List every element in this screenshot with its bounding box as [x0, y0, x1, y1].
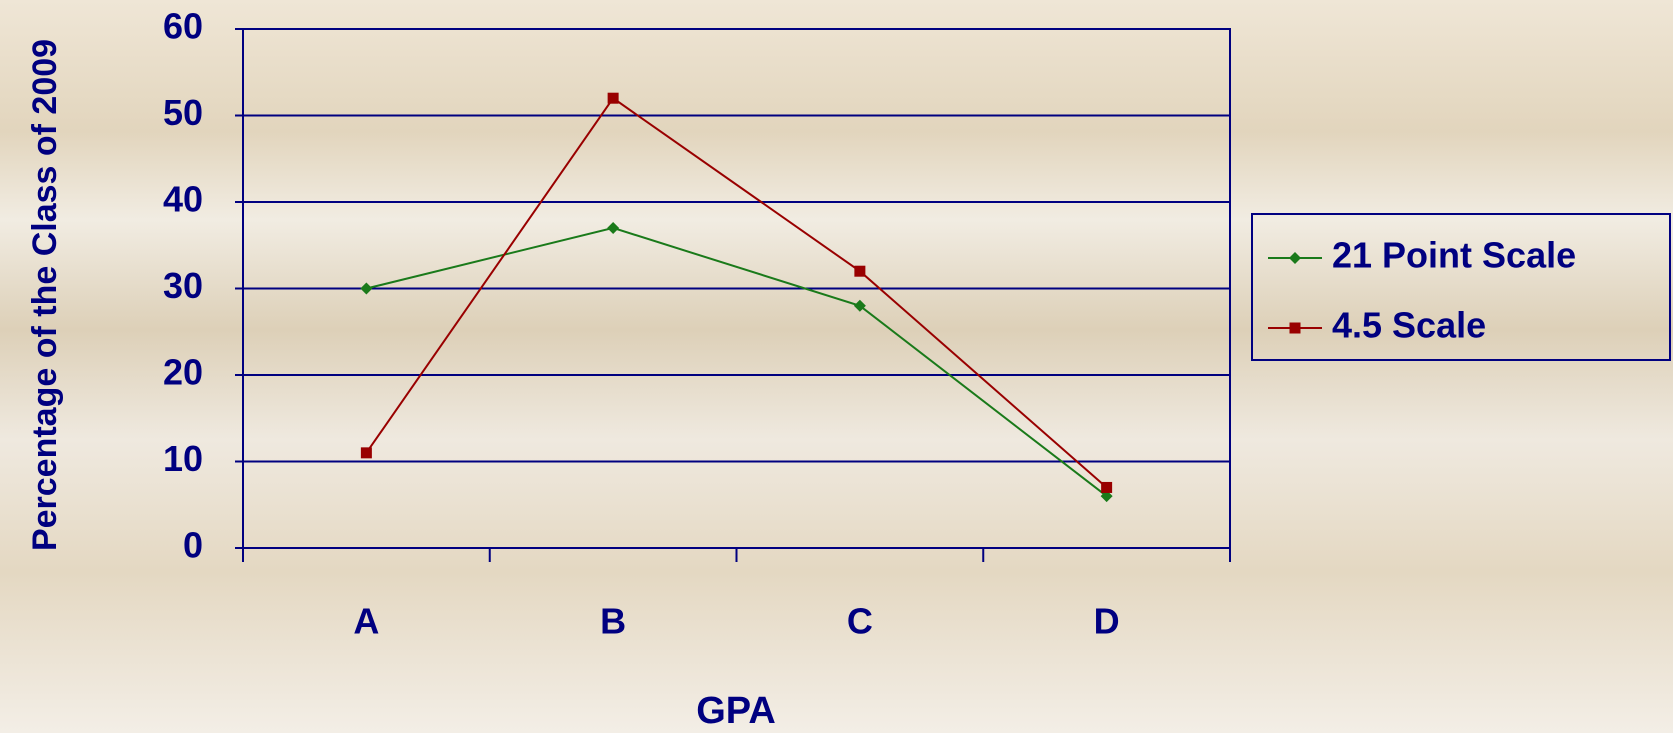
y-tick-label: 30	[163, 265, 203, 306]
legend-marker	[1289, 322, 1301, 334]
y-tick-label: 0	[183, 525, 203, 566]
data-point	[607, 92, 619, 104]
x-tick-label: B	[600, 601, 626, 642]
data-point	[360, 447, 372, 459]
data-point	[853, 299, 866, 312]
data-point	[607, 221, 620, 234]
x-tick-label: A	[353, 601, 379, 642]
legend-box	[1251, 213, 1671, 361]
y-tick-label: 60	[163, 6, 203, 47]
y-tick-label: 10	[163, 438, 203, 479]
y-tick-label: 40	[163, 179, 203, 220]
x-tick-label: C	[847, 601, 873, 642]
data-point	[854, 265, 866, 277]
series-line	[366, 226, 1108, 497]
data-point	[360, 282, 373, 295]
series-line	[365, 96, 1108, 489]
legend-marker	[1289, 252, 1301, 264]
data-point	[1101, 481, 1113, 493]
data-point	[1100, 490, 1113, 503]
legend-label: 21 Point Scale	[1332, 235, 1576, 276]
x-tick-label: D	[1094, 601, 1120, 642]
x-axis-label: GPA	[696, 690, 776, 732]
y-tick-label: 50	[163, 92, 203, 133]
y-tick-label: 20	[163, 352, 203, 393]
legend-label: 4.5 Scale	[1332, 305, 1486, 346]
